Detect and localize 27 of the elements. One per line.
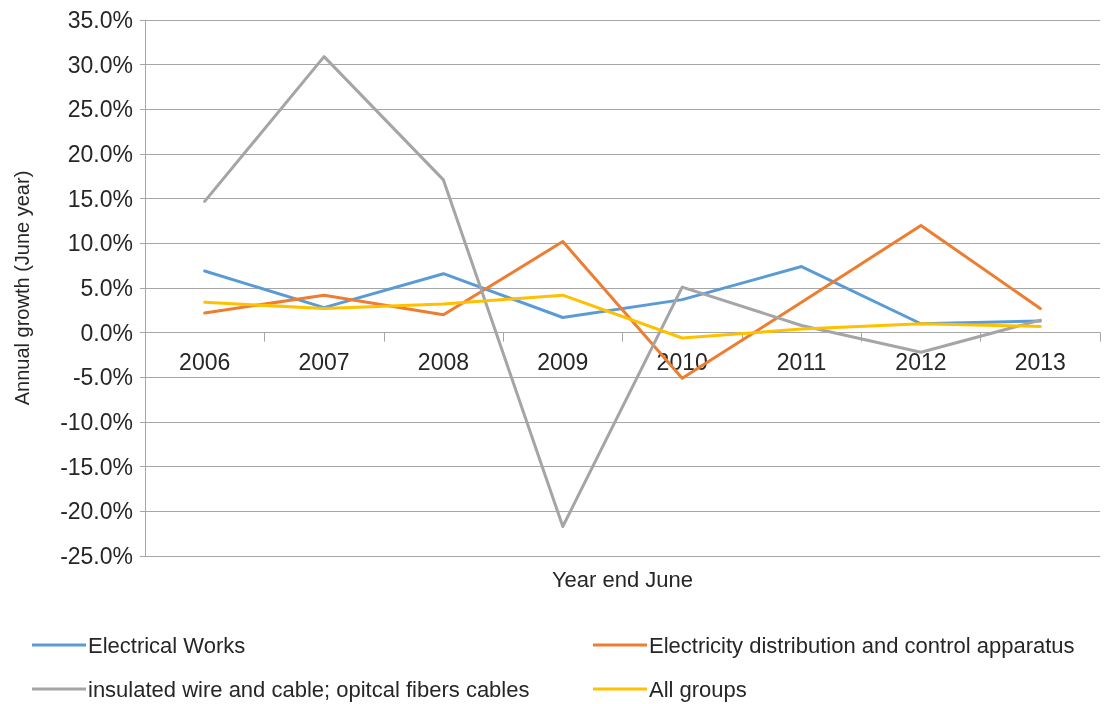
y-tick-label: 25.0% <box>67 96 133 123</box>
x-tick-label: 2009 <box>537 349 589 376</box>
y-tick-label: 0.0% <box>80 319 133 346</box>
x-tick-label: 2008 <box>417 349 470 376</box>
y-tick-label: 15.0% <box>67 185 133 212</box>
x-tick-label: 2012 <box>895 349 947 376</box>
y-tick-label: -25.0% <box>60 543 133 569</box>
x-tick-label: 2006 <box>179 349 231 376</box>
y-tick-label: -5.0% <box>72 364 133 391</box>
x-tick-label: 2007 <box>298 349 350 376</box>
legend-label: Electrical Works <box>88 632 246 658</box>
x-tick-label: 2011 <box>776 349 827 376</box>
y-tick-label: 30.0% <box>67 51 133 78</box>
legend-label: insulated wire and cable; opitcal fibers cables <box>88 676 530 702</box>
y-tick-label: 20.0% <box>67 141 133 167</box>
legend-label: All groups <box>649 676 747 702</box>
y-tick-label: -10.0% <box>60 409 133 435</box>
y-tick-label: 5.0% <box>80 275 133 301</box>
y-tick-label: -15.0% <box>60 453 133 480</box>
y-tick-label: -20.0% <box>60 498 133 525</box>
x-axis-title: Year end June <box>551 566 694 592</box>
y-axis-title: Annual growth (June year) <box>11 170 33 406</box>
y-tick-label: 10.0% <box>67 230 133 257</box>
line-series <box>203 293 1042 340</box>
x-tick-label: 2013 <box>1014 349 1066 376</box>
legend-label: Electricity distribution and control apparatus <box>649 632 1075 658</box>
y-tick-label: 35.0% <box>67 7 133 33</box>
